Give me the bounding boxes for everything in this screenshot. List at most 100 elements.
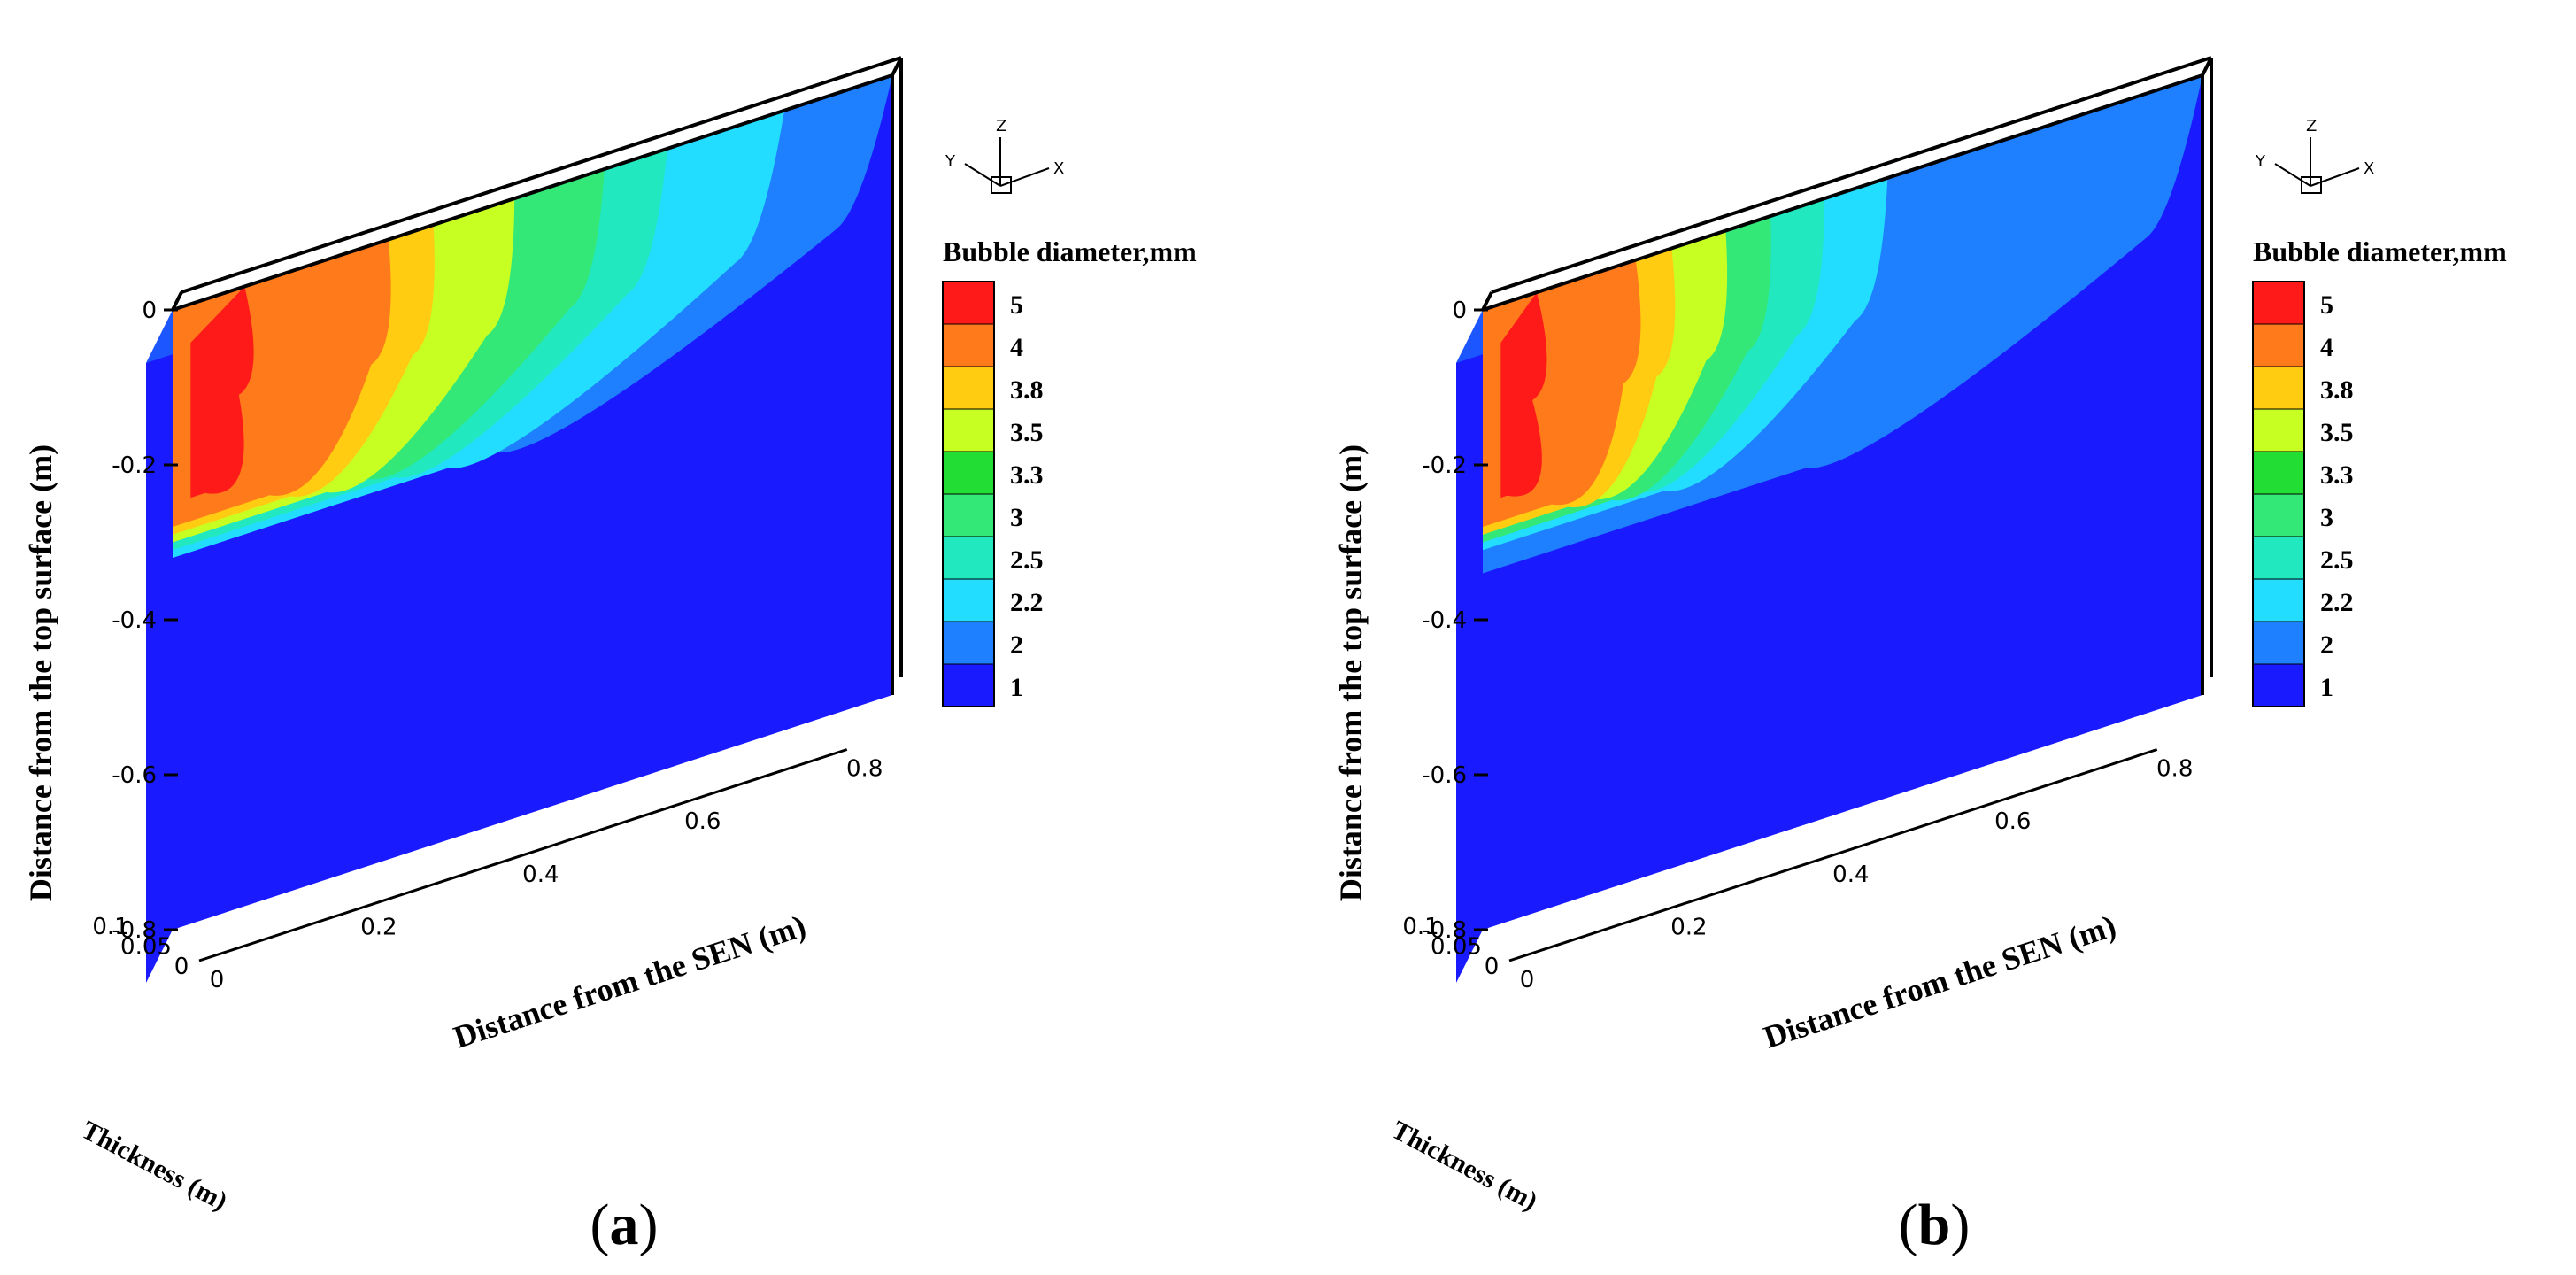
- colorbar-label: 3: [1010, 503, 1023, 532]
- y-tick-label: -0.6: [1422, 762, 1467, 789]
- colorbar-label: 5: [1010, 290, 1023, 320]
- x-axis-line: [198, 748, 848, 962]
- triad-x-label: X: [1053, 159, 1064, 178]
- colorbar-label: 4: [2320, 333, 2333, 362]
- frame-corner: [891, 57, 903, 76]
- frame-corner-left: [1481, 291, 1493, 311]
- colorbar-swatch: [2252, 323, 2305, 367]
- colorbar-swatch: [2252, 281, 2305, 325]
- colorbar-swatch: [942, 408, 995, 452]
- x-tick-label: 0.8: [2156, 756, 2193, 783]
- colorbar-swatch: [2252, 536, 2305, 580]
- y-tick-label: -0.8: [112, 917, 157, 944]
- colorbar-label: 4: [1010, 333, 1023, 362]
- colorbar-swatch: [942, 323, 995, 367]
- y-axis-label: Distance from the top surface (m): [1333, 444, 1369, 901]
- colorbar-swatch: [942, 536, 995, 580]
- colorbar-swatch: [942, 493, 995, 537]
- colorbar-title: Bubble diameter,mm: [943, 236, 1197, 267]
- colorbar-swatch: [942, 578, 995, 622]
- x-tick-label: 0.2: [360, 914, 397, 940]
- panel-a: 0-0.2-0.4-0.6-0.800.20.40.60.800.050.1Di…: [23, 56, 1197, 1217]
- colorbar-label: 1: [1010, 673, 1023, 702]
- colorbar-label: 2: [2320, 630, 2333, 660]
- colorbar-border: [2252, 281, 2305, 707]
- z-tick-label: 0.1: [1402, 914, 1438, 940]
- x-tick-label: 0.2: [1670, 914, 1707, 940]
- y-axis-label: Distance from the top surface (m): [23, 444, 58, 901]
- z-tick-label: 0: [174, 954, 189, 980]
- y-tick-label: -0.2: [1422, 452, 1467, 479]
- colorbar-label: 3.8: [1010, 375, 1044, 405]
- frame-back-top: [181, 56, 902, 294]
- colorbar-label: 1: [2320, 673, 2333, 702]
- z-tick-label: 0.1: [92, 914, 128, 940]
- colorbar-label: 2.5: [2320, 545, 2354, 575]
- y-tick-label: 0: [1452, 298, 1467, 324]
- frame-top: [172, 73, 893, 312]
- triad-cube: [991, 176, 1012, 194]
- colorbar-swatch: [2252, 493, 2305, 537]
- y-tick-label: -0.6: [112, 762, 157, 789]
- triad-x-label: X: [2364, 159, 2374, 178]
- colorbar-swatch: [2252, 408, 2305, 452]
- triad-cube: [2301, 176, 2322, 194]
- triad-z-label: Z: [2306, 117, 2317, 135]
- x-axis-label: Distance from the SEN (m): [450, 908, 810, 1055]
- colorbar-swatch: [2252, 451, 2305, 495]
- triad-y-label: Y: [2255, 152, 2266, 171]
- y-tick-label: -0.4: [112, 607, 157, 634]
- colorbar-label: 3.3: [1010, 460, 1044, 490]
- frame-top: [1482, 73, 2203, 312]
- y-tick-label: 0: [142, 298, 157, 324]
- colorbar-label: 2.2: [1010, 588, 1044, 617]
- subfigure-label-a: (a): [590, 1193, 659, 1257]
- colorbar-label: 2: [1010, 630, 1023, 660]
- colorbar-swatch: [2252, 578, 2305, 622]
- triad-y-label: Y: [945, 152, 956, 171]
- triad-y-axis: [2274, 163, 2311, 187]
- colorbar-label: 3: [2320, 503, 2333, 532]
- contour-region-5: [1500, 292, 1547, 498]
- y-tick-label: -0.8: [1422, 917, 1467, 944]
- colorbar-label: 5: [2320, 290, 2333, 320]
- colorbar-title: Bubble diameter,mm: [2253, 236, 2507, 267]
- panel-b: 0-0.2-0.4-0.6-0.800.20.40.60.800.050.1Di…: [1333, 56, 2507, 1217]
- frame-corner-left: [171, 291, 183, 311]
- y-tick-label: -0.2: [112, 452, 157, 479]
- colorbar-swatch: [942, 621, 995, 665]
- colorbar-border: [942, 281, 995, 707]
- x-tick-label: 0.4: [522, 862, 559, 888]
- colorbar-swatch: [2252, 663, 2305, 707]
- colorbar-label: 3.5: [1010, 418, 1044, 447]
- x-tick-label: 0.6: [1994, 808, 2031, 835]
- z-tick-label: 0: [1485, 954, 1500, 980]
- contour-region-5: [190, 286, 254, 498]
- colorbar-swatch: [942, 451, 995, 495]
- z-axis-label: Thickness (m): [1387, 1116, 1542, 1217]
- colorbar-swatch: [942, 281, 995, 325]
- x-axis-label: Distance from the SEN (m): [1760, 908, 2120, 1055]
- frame-corner: [2201, 57, 2213, 76]
- z-axis-label: Thickness (m): [77, 1116, 232, 1217]
- colorbar-swatch: [2252, 621, 2305, 665]
- colorbar-label: 3.8: [2320, 375, 2354, 405]
- x-tick-label: 0.8: [846, 756, 883, 783]
- triad-x-axis: [2310, 167, 2360, 187]
- colorbar-label: 3.3: [2320, 460, 2354, 490]
- frame-back-top: [1491, 56, 2212, 294]
- x-tick-label: 0: [1520, 967, 1535, 993]
- subfigure-label-b: (b): [1899, 1193, 1971, 1257]
- x-tick-label: 0.4: [1832, 862, 1869, 888]
- triad-y-axis: [964, 163, 1001, 187]
- side-face: [1456, 310, 1483, 983]
- y-tick-label: -0.4: [1422, 607, 1467, 634]
- triad-x-axis: [999, 167, 1050, 187]
- z-tick-label: 0.05: [120, 934, 172, 961]
- colorbar-label: 2.2: [2320, 588, 2354, 617]
- z-tick-label: 0.05: [1431, 934, 1482, 961]
- colorbar-swatch: [2252, 366, 2305, 410]
- x-tick-label: 0.6: [684, 808, 721, 835]
- colorbar-label: 3.5: [2320, 418, 2354, 447]
